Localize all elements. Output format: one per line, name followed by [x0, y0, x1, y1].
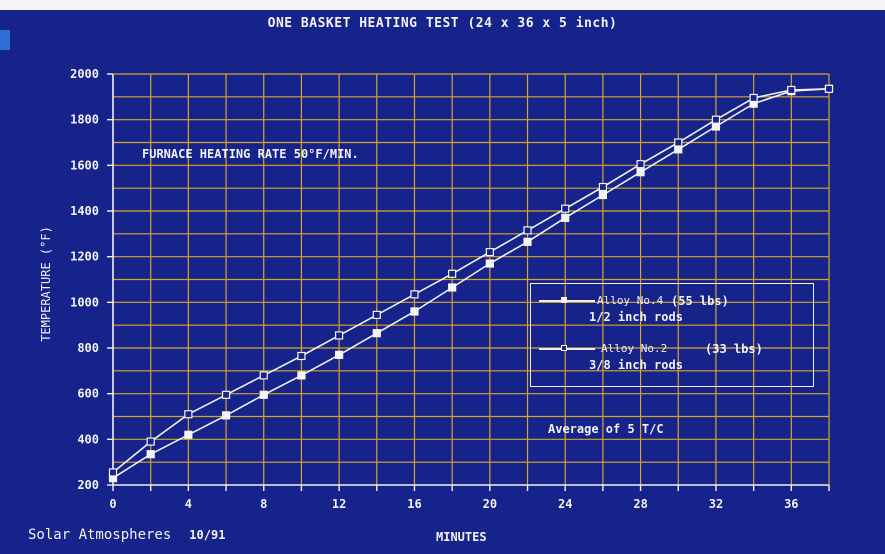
- y-tick-label: 400: [77, 432, 99, 446]
- series-point-filled: [184, 430, 193, 439]
- series-point-filled: [221, 411, 231, 420]
- filled-square-marker-icon: [561, 297, 567, 303]
- series-point-filled: [523, 237, 532, 246]
- series-point-hollow: [146, 437, 155, 446]
- series-point-filled: [410, 307, 419, 316]
- y-tick-label: 1200: [70, 250, 99, 264]
- legend-series-weight: (33 lbs): [705, 342, 763, 356]
- y-axis-label: TEMPERATURE (°F): [39, 226, 53, 342]
- series-point-hollow: [108, 468, 118, 477]
- y-tick-label: 1800: [70, 113, 99, 127]
- series-point-hollow: [410, 290, 419, 299]
- series-point-hollow: [674, 138, 683, 147]
- series-point-hollow: [523, 226, 532, 235]
- series-point-filled: [259, 390, 268, 399]
- left-edge-tab: [0, 30, 10, 50]
- axis-layer: [107, 73, 830, 491]
- y-tick-label: 1400: [70, 204, 99, 218]
- series-point-filled: [335, 350, 344, 359]
- legend-line: [539, 300, 595, 302]
- x-tick-label: 12: [332, 497, 346, 511]
- top-strip: [0, 0, 885, 10]
- x-tick-label: 16: [407, 497, 421, 511]
- x-tick-label: 36: [784, 497, 798, 511]
- heating-rate-annotation: FURNACE HEATING RATE 50°F/MIN.: [142, 147, 359, 161]
- series-point-filled: [448, 283, 457, 292]
- series-point-filled: [674, 145, 683, 154]
- x-tick-label: 24: [558, 497, 572, 511]
- y-tick-label: 600: [77, 387, 99, 401]
- series-point-hollow: [448, 269, 457, 278]
- series-line-1: [112, 88, 830, 474]
- x-tick-label: 0: [109, 497, 116, 511]
- series-point-filled: [598, 190, 607, 200]
- series-point-hollow: [184, 410, 193, 419]
- x-tick-label: 32: [709, 497, 723, 511]
- average-annotation: Average of 5 T/C: [548, 422, 664, 436]
- y-tick-label: 800: [77, 341, 99, 355]
- series-point-hollow: [297, 351, 306, 361]
- series-point-hollow: [824, 84, 834, 93]
- series-point-hollow: [711, 115, 721, 124]
- y-tick-label: 1000: [70, 295, 99, 309]
- y-tick-label: 1600: [70, 158, 99, 172]
- x-tick-label: 28: [633, 497, 647, 511]
- series-point-hollow: [335, 331, 344, 340]
- series-point-filled: [636, 168, 645, 177]
- grid-layer: [113, 74, 829, 485]
- series-point-hollow: [787, 85, 796, 95]
- series-point-filled: [485, 259, 494, 268]
- company-name: Solar Atmospheres: [28, 527, 172, 543]
- legend: Alloy No.4 (55 lbs) 1/2 inch rods Alloy …: [530, 283, 814, 387]
- series-point-filled: [146, 450, 155, 459]
- series-point-hollow: [636, 160, 645, 169]
- series-line-0: [112, 88, 830, 479]
- series-point-filled: [561, 213, 570, 222]
- series-point-hollow: [221, 390, 231, 399]
- x-tick-label: 8: [260, 497, 267, 511]
- tick-labels-layer: 200 400 600 800 1000 1200 1400 1600 1800 2000 0 4 8 1…: [70, 67, 798, 511]
- series-point-hollow: [259, 371, 268, 380]
- legend-entry-alloy-no4: Alloy No.4 (55 lbs) 1/2 inch rods: [531, 288, 815, 328]
- y-tick-label: 200: [77, 478, 99, 492]
- x-axis-label: MINUTES: [436, 530, 487, 544]
- series-point-hollow: [372, 310, 381, 319]
- legend-series-name: Alloy No.2: [601, 342, 668, 355]
- legend-entry-alloy-no2: Alloy No.2 (33 lbs) 3/8 inch rods: [531, 336, 815, 376]
- series-point-hollow: [561, 204, 570, 213]
- y-tick-label: 2000: [70, 67, 99, 81]
- legend-series-subtitle: 1/2 inch rods: [589, 310, 683, 324]
- series-point-hollow: [485, 248, 494, 257]
- chart-title: ONE BASKET HEATING TEST (24 x 36 x 5 inc…: [267, 16, 618, 31]
- series-layer: [108, 84, 834, 483]
- footer: Solar Atmospheres 10/91: [28, 527, 225, 543]
- series-point-hollow: [749, 93, 758, 103]
- legend-series-subtitle: 3/8 inch rods: [589, 358, 683, 372]
- legend-series-weight: (55 lbs): [671, 294, 729, 308]
- x-tick-label: 4: [185, 497, 192, 511]
- footer-date: 10/91: [189, 528, 226, 542]
- hollow-square-marker-icon: [561, 345, 567, 351]
- series-point-filled: [297, 371, 306, 380]
- series-point-filled: [711, 122, 721, 131]
- legend-line: [539, 348, 595, 350]
- legend-series-name: Alloy No.4: [597, 294, 664, 307]
- series-point-hollow: [598, 182, 607, 192]
- series-point-filled: [372, 329, 381, 338]
- x-tick-label: 20: [483, 497, 497, 511]
